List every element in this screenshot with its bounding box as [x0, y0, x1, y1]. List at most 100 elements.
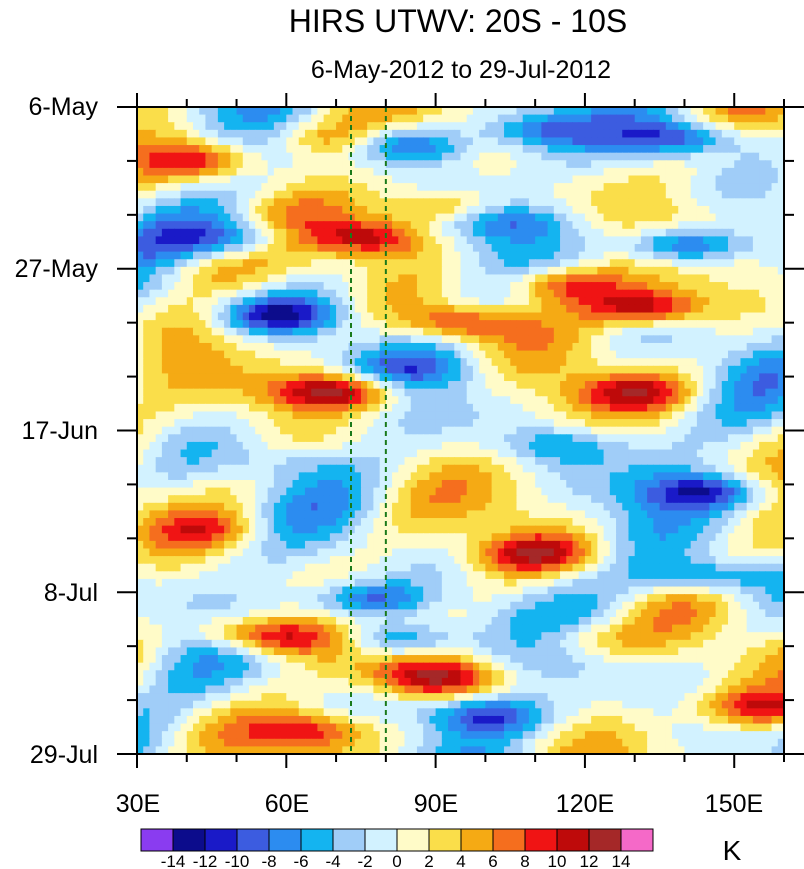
heatmap-cell	[566, 205, 574, 215]
heatmap-cell	[572, 441, 580, 451]
heatmap-cell	[367, 160, 374, 169]
heatmap-cell	[454, 251, 462, 260]
heatmap-cell	[665, 350, 673, 359]
heatmap-cell	[771, 190, 779, 199]
heatmap-cell	[485, 183, 493, 192]
heatmap-cell	[410, 320, 418, 329]
heatmap-cell	[174, 403, 182, 413]
heatmap-cell	[137, 266, 144, 276]
heatmap-cell	[647, 183, 654, 192]
heatmap-cell	[640, 175, 648, 184]
heatmap-cell	[360, 304, 368, 314]
heatmap-cell	[161, 228, 169, 237]
heatmap-cell	[211, 114, 219, 123]
heatmap-cell	[684, 221, 692, 230]
heatmap-cell	[466, 266, 474, 276]
heatmap-cell	[416, 137, 424, 146]
heatmap-cell	[516, 335, 524, 344]
heatmap-cell	[634, 251, 642, 260]
heatmap-cell	[242, 274, 250, 283]
heatmap-cell	[373, 457, 381, 466]
heatmap-cell	[759, 365, 766, 375]
heatmap-cell	[640, 213, 648, 222]
heatmap-cell	[236, 297, 244, 306]
heatmap-cell	[379, 304, 387, 314]
heatmap-cell	[286, 213, 294, 222]
heatmap-cell	[423, 335, 430, 344]
heatmap-cell	[416, 396, 424, 405]
heatmap-cell	[553, 464, 561, 473]
heatmap-cell	[541, 122, 549, 131]
heatmap-cell	[211, 365, 219, 375]
heatmap-cell	[323, 198, 331, 207]
heatmap-cell	[622, 426, 630, 435]
heatmap-cell	[323, 274, 331, 283]
heatmap-cell	[597, 396, 605, 405]
heatmap-cell	[199, 259, 207, 268]
heatmap-cell	[578, 411, 586, 420]
heatmap-cell	[385, 320, 393, 329]
heatmap-cell	[398, 228, 406, 237]
heatmap-cell	[416, 441, 424, 451]
heatmap-cell	[435, 190, 443, 199]
heatmap-cell	[367, 205, 374, 215]
heatmap-cell	[690, 320, 698, 329]
heatmap-cell	[703, 411, 710, 420]
heatmap-cell	[485, 282, 493, 291]
heatmap-cell	[547, 358, 555, 367]
heatmap-cell	[317, 107, 325, 116]
heatmap-cell	[367, 137, 374, 146]
heatmap-cell	[311, 244, 319, 253]
heatmap-cell	[622, 449, 630, 458]
heatmap-cell	[634, 266, 642, 276]
heatmap-cell	[684, 441, 692, 451]
heatmap-cell	[728, 350, 735, 359]
heatmap-cell	[360, 289, 368, 298]
heatmap-cell	[248, 160, 256, 169]
heatmap-cell	[255, 107, 263, 116]
heatmap-cell	[622, 373, 630, 382]
heatmap-cell	[385, 236, 393, 245]
heatmap-cell	[224, 388, 231, 397]
heatmap-cell	[441, 358, 449, 367]
heatmap-cell	[634, 342, 642, 352]
heatmap-cell	[448, 449, 455, 458]
heatmap-cell	[242, 107, 250, 116]
heatmap-cell	[653, 114, 661, 123]
heatmap-cell	[143, 327, 151, 336]
heatmap-cell	[292, 373, 300, 382]
heatmap-cell	[392, 350, 399, 359]
heatmap-cell	[510, 441, 518, 451]
heatmap-cell	[236, 411, 244, 420]
heatmap-cell	[354, 434, 362, 443]
heatmap-cell	[578, 464, 586, 473]
heatmap-cell	[759, 403, 766, 413]
heatmap-cell	[448, 297, 455, 306]
heatmap-cell	[311, 411, 319, 420]
heatmap-cell	[591, 373, 598, 382]
heatmap-cell	[286, 388, 294, 397]
heatmap-cell	[616, 350, 623, 359]
heatmap-cell	[640, 282, 648, 291]
heatmap-cell	[342, 434, 350, 443]
heatmap-cell	[280, 403, 287, 413]
heatmap-cell	[379, 122, 387, 131]
heatmap-cell	[535, 388, 542, 397]
heatmap-cell	[379, 457, 387, 466]
heatmap-cell	[236, 236, 244, 245]
heatmap-cell	[665, 129, 673, 139]
heatmap-cell	[280, 274, 287, 283]
heatmap-cell	[416, 236, 424, 245]
heatmap-cell	[242, 122, 250, 131]
heatmap-cell	[510, 358, 518, 367]
heatmap-cell	[217, 365, 225, 375]
heatmap-cell	[510, 259, 518, 268]
heatmap-cell	[435, 259, 443, 268]
heatmap-cell	[454, 160, 462, 169]
heatmap-cell	[703, 396, 710, 405]
heatmap-cell	[528, 236, 536, 245]
heatmap-cell	[180, 457, 188, 466]
heatmap-cell	[640, 205, 648, 215]
heatmap-cell	[479, 251, 486, 260]
heatmap-cell	[137, 464, 144, 473]
